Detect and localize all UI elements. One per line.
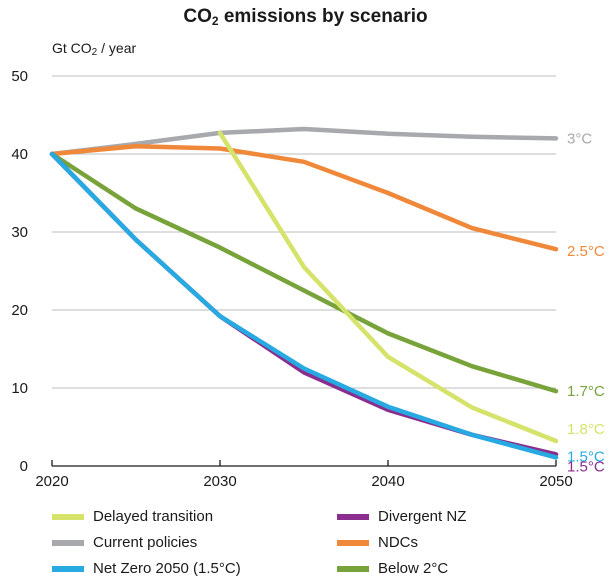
y-tick-label: 50 xyxy=(11,68,28,85)
series-line-ndcs xyxy=(49,143,559,252)
y-axis-unit-label: Gt CO2 / year xyxy=(52,40,137,58)
legend-item: Current policies xyxy=(52,534,197,551)
legend-swatch xyxy=(52,539,84,546)
y-tick-label: 0 xyxy=(20,458,28,475)
legend-item: NDCs xyxy=(337,534,418,551)
x-tick-label: 2040 xyxy=(371,473,404,490)
series-line-net-zero-2050-1-5-c xyxy=(49,151,559,460)
x-tick-label: 2020 xyxy=(35,473,68,490)
legend-label: Divergent NZ xyxy=(378,508,467,525)
end-label-divergent-nz: 1.5°C xyxy=(567,458,605,475)
y-tick-label: 40 xyxy=(11,146,28,163)
series-line-delayed-transition xyxy=(217,130,559,444)
legend-item: Net Zero 2050 (1.5°C) xyxy=(52,560,241,577)
legend-label: Below 2°C xyxy=(378,560,449,577)
y-tick-label: 30 xyxy=(11,224,28,241)
end-labels: 3°C 2.5°C 1.7°C 1.8°C 1.5°C1.5°C xyxy=(567,130,605,475)
end-label-delayed-transition: 1.8°C xyxy=(567,421,605,438)
legend-item: Delayed transition xyxy=(52,508,213,525)
end-label-net-zero-2050-1-5-c: 1.5°C xyxy=(567,448,605,465)
end-label-ndcs: 2.5°C xyxy=(567,243,605,260)
gridlines xyxy=(52,75,556,389)
legend-swatch xyxy=(337,513,369,520)
legend-label: Delayed transition xyxy=(93,508,214,525)
legend-swatch xyxy=(52,513,84,520)
legend-label: Net Zero 2050 (1.5°C) xyxy=(93,560,241,577)
series-line-below-2-c xyxy=(49,151,559,394)
legend-label: Current policies xyxy=(93,534,198,551)
legend-label: NDCs xyxy=(378,534,418,551)
y-tick-label: 20 xyxy=(11,302,28,319)
end-label-below-2-c: 1.7°C xyxy=(567,383,605,400)
chart-title: CO2 emissions by scenario xyxy=(183,6,428,28)
legend-swatch xyxy=(52,565,84,572)
x-tick-label: 2030 xyxy=(203,473,236,490)
legend-swatch xyxy=(337,565,369,572)
series-lines xyxy=(49,126,559,460)
end-label-current-policies: 3°C xyxy=(567,130,592,147)
series-line-current-policies xyxy=(49,126,559,157)
legend-swatch xyxy=(337,539,369,546)
legend-item: Below 2°C xyxy=(337,560,448,577)
y-tick-label: 10 xyxy=(11,380,28,397)
legend-item: Divergent NZ xyxy=(337,508,466,525)
x-tick-label: 2050 xyxy=(539,473,572,490)
